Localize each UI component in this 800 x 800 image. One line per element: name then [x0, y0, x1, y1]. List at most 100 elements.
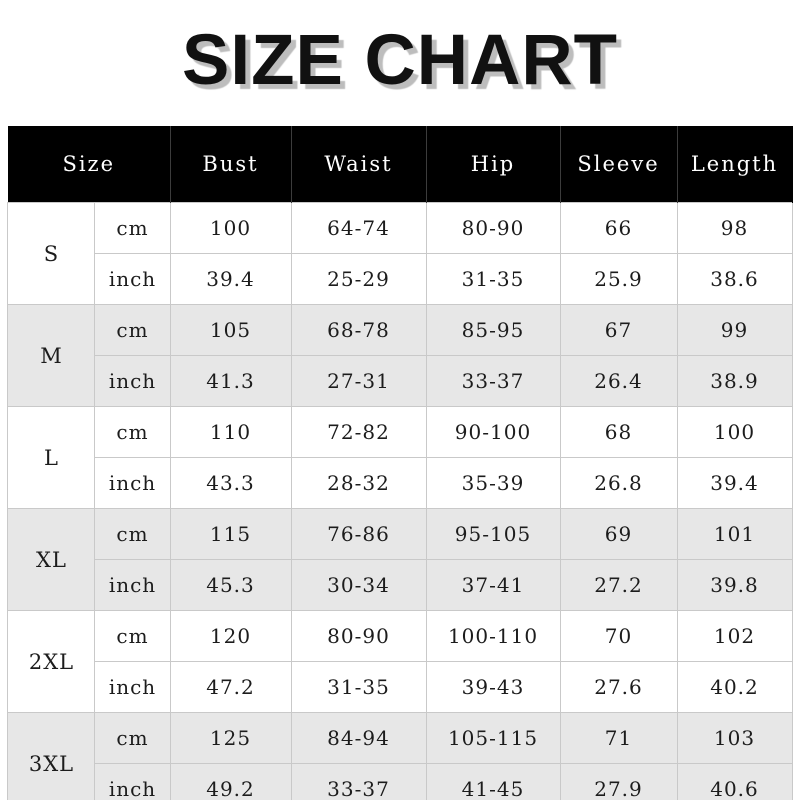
measurement-value: 69 [559, 508, 678, 561]
unit-label: cm [94, 304, 171, 357]
table-row: inch 43.3 28-32 35-39 26.8 39.4 [8, 457, 793, 510]
size-label: 2XL [7, 610, 96, 714]
measurement-value: 27.2 [559, 559, 678, 612]
measurement-value: 120 [169, 610, 292, 663]
measurement-value: 25.9 [559, 253, 678, 306]
measurement-value: 39.4 [169, 253, 292, 306]
measurement-value: 64-74 [290, 202, 427, 255]
measurement-value: 98 [676, 202, 793, 255]
table-row: inch 47.2 31-35 39-43 27.6 40.2 [8, 661, 793, 714]
measurement-value: 70 [559, 610, 678, 663]
column-header-size: Size [7, 126, 171, 203]
measurement-value: 39.8 [676, 559, 793, 612]
table-row: inch 49.2 33-37 41-45 27.9 40.6 [8, 763, 793, 800]
measurement-value: 80-90 [425, 202, 561, 255]
measurement-value: 99 [676, 304, 793, 357]
measurement-value: 84-94 [290, 712, 427, 765]
measurement-value: 26.8 [559, 457, 678, 510]
size-label: M [7, 304, 96, 408]
table-header: Size Bust Waist Hip Sleeve Length [7, 126, 793, 203]
measurement-value: 67 [559, 304, 678, 357]
measurement-value: 43.3 [169, 457, 292, 510]
unit-label: inch [94, 763, 171, 800]
measurement-value: 103 [676, 712, 793, 765]
measurement-value: 125 [169, 712, 292, 765]
measurement-value: 90-100 [425, 406, 561, 459]
measurement-value: 40.6 [676, 763, 793, 800]
measurement-value: 38.6 [676, 253, 793, 306]
measurement-value: 38.9 [676, 355, 793, 408]
measurement-value: 101 [676, 508, 793, 561]
column-header-hip: Hip [426, 126, 561, 203]
measurement-value: 66 [559, 202, 678, 255]
unit-label: cm [94, 508, 171, 561]
column-header-sleeve: Sleeve [560, 126, 678, 203]
size-label: XL [7, 508, 96, 612]
measurement-value: 100-110 [425, 610, 561, 663]
measurement-value: 27-31 [290, 355, 427, 408]
measurement-value: 68 [559, 406, 678, 459]
measurement-value: 33-37 [425, 355, 561, 408]
measurement-value: 31-35 [290, 661, 427, 714]
measurement-value: 76-86 [290, 508, 427, 561]
measurement-value: 95-105 [425, 508, 561, 561]
size-label: 3XL [7, 712, 96, 800]
measurement-value: 28-32 [290, 457, 427, 510]
unit-label: cm [94, 202, 171, 255]
measurement-value: 110 [169, 406, 292, 459]
measurement-value: 26.4 [559, 355, 678, 408]
column-header-bust: Bust [170, 126, 292, 203]
measurement-value: 47.2 [169, 661, 292, 714]
size-label: S [7, 202, 96, 306]
measurement-value: 115 [169, 508, 292, 561]
page-title: SIZE CHART [182, 21, 618, 100]
measurement-value: 100 [676, 406, 793, 459]
measurement-value: 49.2 [169, 763, 292, 800]
measurement-value: 39-43 [425, 661, 561, 714]
unit-label: inch [94, 355, 171, 408]
measurement-value: 105 [169, 304, 292, 357]
measurement-value: 80-90 [290, 610, 427, 663]
unit-label: inch [94, 661, 171, 714]
measurement-value: 45.3 [169, 559, 292, 612]
table-row: inch 45.3 30-34 37-41 27.2 39.8 [8, 559, 793, 612]
column-header-length: Length [677, 126, 793, 203]
measurement-value: 100 [169, 202, 292, 255]
unit-label: inch [94, 253, 171, 306]
unit-label: inch [94, 457, 171, 510]
measurement-value: 68-78 [290, 304, 427, 357]
table-row: inch 39.4 25-29 31-35 25.9 38.6 [8, 253, 793, 306]
measurement-value: 27.6 [559, 661, 678, 714]
table-row: 3XL cm 125 84-94 105-115 71 103 [7, 712, 793, 800]
measurement-value: 31-35 [425, 253, 561, 306]
measurement-value: 102 [676, 610, 793, 663]
measurement-value: 41-45 [425, 763, 561, 800]
column-header-waist: Waist [291, 126, 427, 203]
size-label: L [7, 406, 96, 510]
measurement-value: 33-37 [290, 763, 427, 800]
measurement-value: 72-82 [290, 406, 427, 459]
measurement-value: 105-115 [425, 712, 561, 765]
unit-label: cm [94, 712, 171, 765]
measurement-value: 35-39 [425, 457, 561, 510]
measurement-value: 27.9 [559, 763, 678, 800]
table-row: inch 41.3 27-31 33-37 26.4 38.9 [8, 355, 793, 408]
measurement-value: 41.3 [169, 355, 292, 408]
measurement-value: 39.4 [676, 457, 793, 510]
unit-label: cm [94, 610, 171, 663]
measurement-value: 40.2 [676, 661, 793, 714]
table-row: XL cm 115 76-86 95-105 69 101 [7, 508, 793, 612]
measurement-value: 37-41 [425, 559, 561, 612]
measurement-value: 25-29 [290, 253, 427, 306]
header-row: Size Bust Waist Hip Sleeve Length [7, 126, 793, 203]
unit-label: cm [94, 406, 171, 459]
measurement-value: 30-34 [290, 559, 427, 612]
unit-label: inch [94, 559, 171, 612]
measurement-value: 85-95 [425, 304, 561, 357]
